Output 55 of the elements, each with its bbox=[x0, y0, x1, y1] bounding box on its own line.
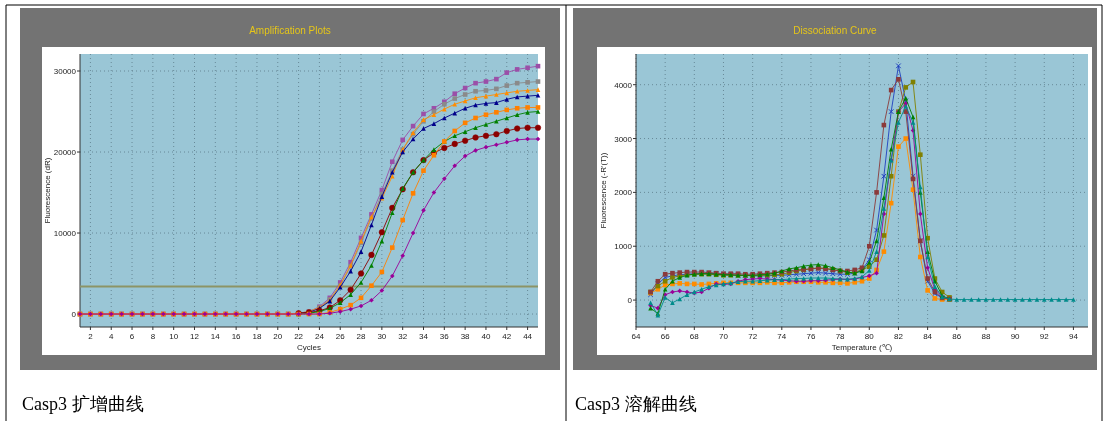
x-tick-label: 70 bbox=[719, 332, 729, 341]
x-tick-label: 86 bbox=[952, 332, 962, 341]
x-tick-label: 74 bbox=[777, 332, 787, 341]
x-tick-label: 34 bbox=[419, 332, 429, 341]
x-tick-label: 4 bbox=[109, 332, 114, 341]
x-tick-label: 84 bbox=[923, 332, 933, 341]
x-tick-label: 36 bbox=[439, 332, 450, 341]
x-tick-label: 10 bbox=[169, 332, 179, 341]
x-tick-label: 94 bbox=[1068, 332, 1079, 341]
x-axis-title: Temperature (℃) bbox=[831, 343, 893, 352]
x-tick-label: 92 bbox=[1039, 332, 1050, 341]
x-tick-label: 12 bbox=[190, 332, 200, 341]
x-tick-label: 66 bbox=[660, 332, 671, 341]
x-tick-label: 28 bbox=[356, 332, 367, 341]
text: Casp3 扩增曲线 bbox=[22, 394, 144, 414]
x-tick-label: 30 bbox=[377, 332, 387, 341]
chart-title: Amplification Plots bbox=[249, 25, 331, 36]
x-tick-label: 14 bbox=[210, 332, 221, 341]
x-tick-label: 78 bbox=[835, 332, 846, 341]
x-tick-label: 26 bbox=[335, 332, 346, 341]
x-tick-label: 2 bbox=[88, 332, 94, 341]
x-tick-label: 22 bbox=[294, 332, 304, 341]
x-tick-label: 82 bbox=[894, 332, 904, 341]
text: Casp3 溶解曲线 bbox=[575, 394, 697, 414]
x-tick-label: 18 bbox=[252, 332, 262, 341]
y-axis-title: Fluorescence (-R'(T)) bbox=[599, 152, 608, 229]
x-tick-label: 90 bbox=[1010, 332, 1021, 341]
y-tick-label: 0 bbox=[71, 310, 77, 320]
x-tick-label: 6 bbox=[129, 332, 135, 341]
y-tick-label: 2000 bbox=[614, 188, 633, 198]
x-tick-label: 44 bbox=[523, 332, 533, 341]
x-tick-label: 40 bbox=[481, 332, 491, 341]
x-tick-label: 8 bbox=[150, 332, 156, 341]
y-tick-label: 10000 bbox=[53, 229, 77, 239]
x-tick-label: 88 bbox=[981, 332, 991, 341]
x-tick-label: 24 bbox=[314, 332, 325, 341]
y-tick-label: 20000 bbox=[53, 148, 77, 158]
y-tick-label: 1000 bbox=[614, 242, 633, 252]
x-tick-label: 64 bbox=[631, 332, 641, 341]
y-axis-title: Fluorescence (dR) bbox=[43, 157, 52, 224]
x-tick-label: 76 bbox=[806, 332, 816, 341]
y-tick-label: 0 bbox=[627, 296, 633, 306]
chart-title: Dissociation Curve bbox=[793, 25, 878, 36]
x-tick-label: 42 bbox=[502, 332, 512, 341]
x-tick-label: 16 bbox=[231, 332, 242, 341]
x-tick-label: 32 bbox=[398, 332, 408, 341]
x-tick-label: 20 bbox=[273, 332, 283, 341]
x-tick-label: 68 bbox=[689, 332, 700, 341]
x-axis-title: Cycles bbox=[296, 343, 322, 352]
x-tick-label: 72 bbox=[748, 332, 758, 341]
y-tick-label: 30000 bbox=[53, 67, 77, 77]
x-tick-label: 80 bbox=[864, 332, 875, 341]
x-tick-label: 38 bbox=[460, 332, 471, 341]
y-tick-label: 3000 bbox=[614, 134, 633, 144]
y-tick-label: 4000 bbox=[614, 80, 633, 90]
